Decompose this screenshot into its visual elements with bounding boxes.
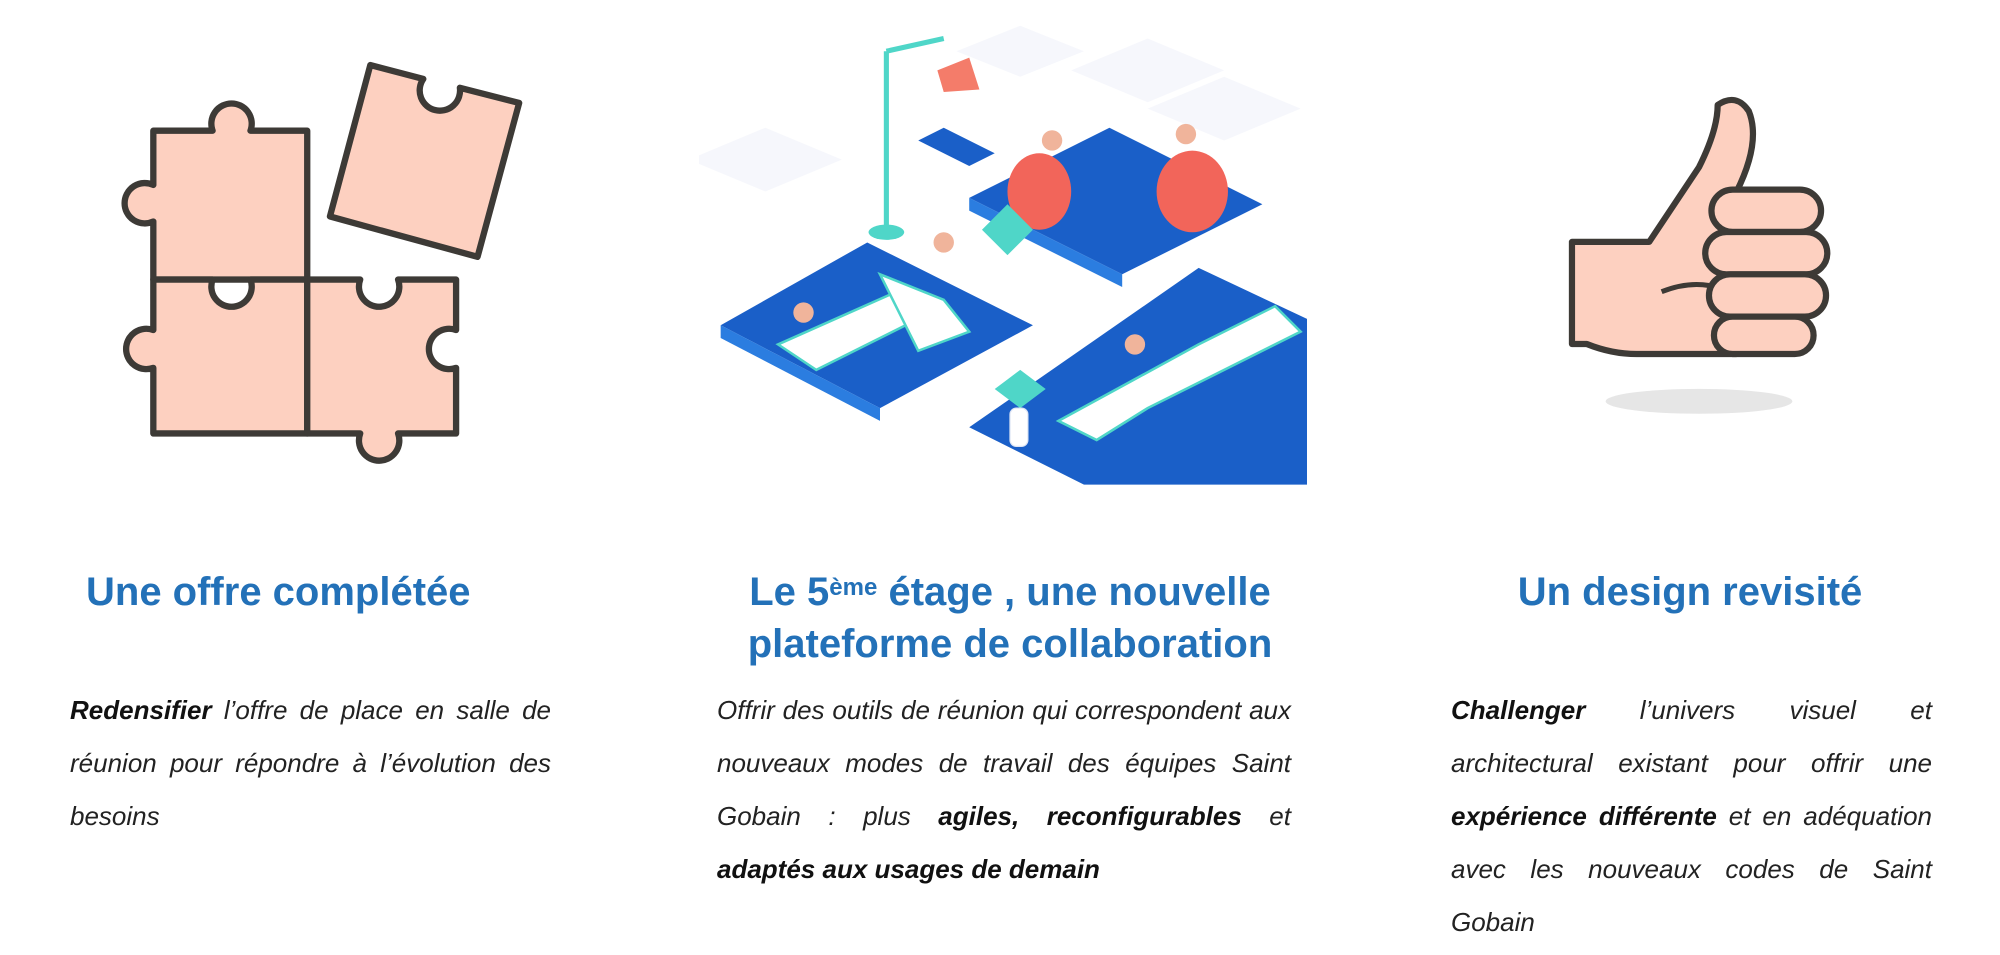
- body-text: l’offre de place en salle de réunion pou…: [70, 695, 551, 831]
- title-superscript: ème: [829, 574, 878, 601]
- column-1-body: Redensifier l’offre de place en salle de…: [70, 684, 551, 843]
- body-text: et: [1241, 801, 1291, 831]
- emphasis: agiles, reconfigurables: [938, 801, 1242, 831]
- title-part: étage , une nouvelle plateforme de colla…: [747, 570, 1273, 666]
- body-text: et en adéquation avec les nouveaux codes…: [1451, 801, 1932, 937]
- column-2-title: Le 5ème étage , une nouvelle plateforme …: [690, 566, 1330, 670]
- column-3-body: Challenger l’univers visuel et architect…: [1451, 684, 1932, 949]
- puzzle-icon: [121, 61, 523, 464]
- emphasis: expérience différente: [1451, 801, 1717, 831]
- emphasis: Redensifier: [70, 695, 212, 725]
- body-text: l’univers visuel et architectural exista…: [1451, 695, 1932, 778]
- isometric-office-illustration: [699, 25, 1307, 485]
- body-text: Offrir des outils de réunion qui corresp…: [717, 695, 1291, 831]
- thumbs-up-icon: [1568, 96, 1831, 414]
- column-3-title: Un design revisité: [1517, 570, 1863, 614]
- column-2-body: Offrir des outils de réunion qui corresp…: [717, 684, 1291, 896]
- emphasis: Challenger: [1451, 695, 1586, 725]
- emphasis: adaptés aux usages de demain: [717, 854, 1100, 884]
- column-1-title: Une offre complétée: [86, 570, 471, 614]
- title-part: Le 5: [749, 570, 830, 614]
